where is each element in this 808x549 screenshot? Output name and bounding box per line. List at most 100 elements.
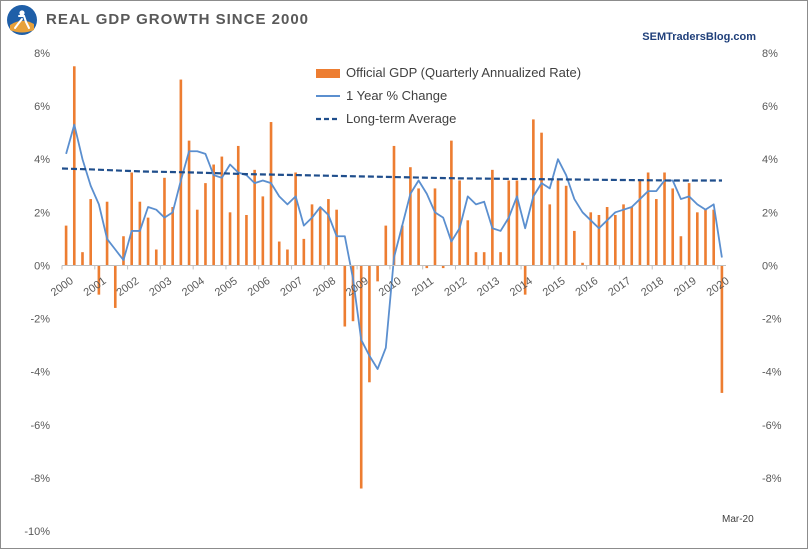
x-tick-label: 2020	[705, 275, 732, 299]
source-link[interactable]: SEMTradersBlog.com	[642, 31, 756, 43]
gdp-bar	[212, 164, 215, 266]
y-tick-label-left: 4%	[34, 154, 50, 166]
x-tick-label: 2009	[344, 275, 371, 299]
gdp-bar	[581, 262, 584, 266]
gdp-bar	[491, 169, 494, 266]
gdp-bar	[327, 199, 330, 266]
legend-entry: 1 Year % Change	[346, 88, 447, 103]
gdp-bar	[146, 217, 150, 266]
gdp-bar	[253, 169, 256, 266]
gdp-bar	[113, 265, 117, 308]
gdp-bar	[589, 212, 593, 266]
x-tick-label: 2001	[82, 275, 109, 299]
x-tick-label: 2015	[541, 275, 568, 299]
gdp-bar	[425, 265, 429, 269]
gdp-bar	[532, 119, 535, 266]
yoy-change-line	[65, 123, 723, 370]
gdp-bar	[540, 132, 543, 266]
gdp-bar	[499, 252, 502, 266]
y-tick-label-right: 4%	[762, 154, 778, 166]
gdp-bar	[458, 180, 461, 266]
gdp-bar	[646, 172, 650, 266]
gdp-bar	[523, 265, 527, 295]
long-term-average-line	[61, 167, 722, 182]
gdp-bar	[720, 265, 724, 393]
y-tick-label-left: -10%	[24, 526, 50, 538]
gdp-bar	[220, 156, 224, 266]
gdp-bar	[614, 214, 617, 266]
gdp-bar	[671, 188, 675, 266]
y-tick-label-right: 6%	[762, 101, 778, 113]
chart-title: REAL GDP GROWTH SINCE 2000	[46, 11, 309, 28]
gdp-bar	[556, 180, 560, 266]
x-tick-label: 2016	[573, 275, 600, 299]
gdp-bar	[573, 230, 576, 266]
gdp-bar	[515, 180, 519, 266]
gdp-bar	[638, 180, 642, 266]
gdp-bar	[548, 204, 552, 266]
gdp-bar	[269, 122, 273, 266]
gdp-bar	[400, 225, 404, 266]
gdp-bar	[663, 172, 666, 266]
x-tick-label: 2008	[311, 275, 338, 299]
gdp-bar	[204, 183, 207, 266]
y-tick-label-right: 0%	[762, 260, 778, 272]
gdp-bar	[351, 265, 355, 322]
gdp-bar	[655, 199, 658, 266]
gdp-bar	[302, 238, 306, 266]
gdp-bar	[507, 180, 511, 266]
x-tick-label: 2011	[410, 275, 436, 298]
gdp-bar	[679, 236, 683, 266]
gdp-bar	[564, 185, 568, 266]
y-tick-label-left: -6%	[30, 420, 50, 432]
gdp-bar	[384, 225, 388, 266]
gdp-bar	[236, 145, 240, 266]
gdp-bar	[482, 252, 486, 266]
legend-swatch-bars	[316, 69, 340, 78]
gdp-bar	[704, 209, 707, 266]
y-tick-label-left: -4%	[30, 367, 50, 379]
x-tick-label: 2007	[278, 275, 305, 299]
y-tick-label-right: -2%	[762, 314, 782, 326]
y-tick-label-left: 0%	[34, 260, 50, 272]
gdp-bar	[245, 214, 248, 266]
x-tick-label: 2004	[180, 275, 207, 299]
gdp-bar	[81, 252, 84, 266]
y-tick-label-right: -8%	[762, 473, 782, 485]
gdp-bar	[392, 145, 396, 266]
gdp-bar	[335, 209, 338, 266]
gdp-bar	[187, 140, 191, 266]
x-tick-label: 2017	[606, 275, 633, 299]
gdp-bar	[154, 249, 158, 266]
legend-entry: Long-term Average	[346, 111, 456, 126]
gdp-bar	[171, 207, 174, 266]
gdp-bar	[286, 249, 289, 266]
x-tick-label: 2014	[508, 275, 535, 299]
gdp-bar	[294, 172, 297, 266]
gdp-bar	[228, 212, 232, 266]
gdp-bar	[89, 199, 92, 266]
gdp-bar	[368, 265, 371, 383]
gdp-bar	[97, 265, 101, 295]
gdp-bar	[474, 252, 478, 266]
gdp-bar	[310, 204, 314, 266]
gdp-bar	[318, 207, 322, 266]
y-tick-label-left: 8%	[34, 48, 50, 60]
x-tick-label: 2002	[114, 275, 141, 299]
y-tick-label-right: -4%	[762, 367, 782, 379]
gdp-bar	[597, 214, 601, 266]
gdp-bar	[696, 212, 699, 266]
gdp-bar	[450, 140, 453, 266]
x-tick-label: 2012	[442, 275, 469, 299]
y-tick-label-right: 8%	[762, 48, 778, 60]
gdp-bar	[466, 220, 470, 266]
sem-logo-icon	[7, 5, 37, 35]
legend-entry: Official GDP (Quarterly Annualized Rate)	[346, 65, 581, 80]
gdp-bar	[630, 207, 634, 266]
y-tick-label-left: -2%	[30, 314, 50, 326]
gdp-bar	[195, 209, 199, 266]
gdp-bar	[441, 265, 445, 269]
gdp-bar	[72, 66, 76, 266]
annotation-mar-20: Mar-20	[722, 514, 754, 525]
